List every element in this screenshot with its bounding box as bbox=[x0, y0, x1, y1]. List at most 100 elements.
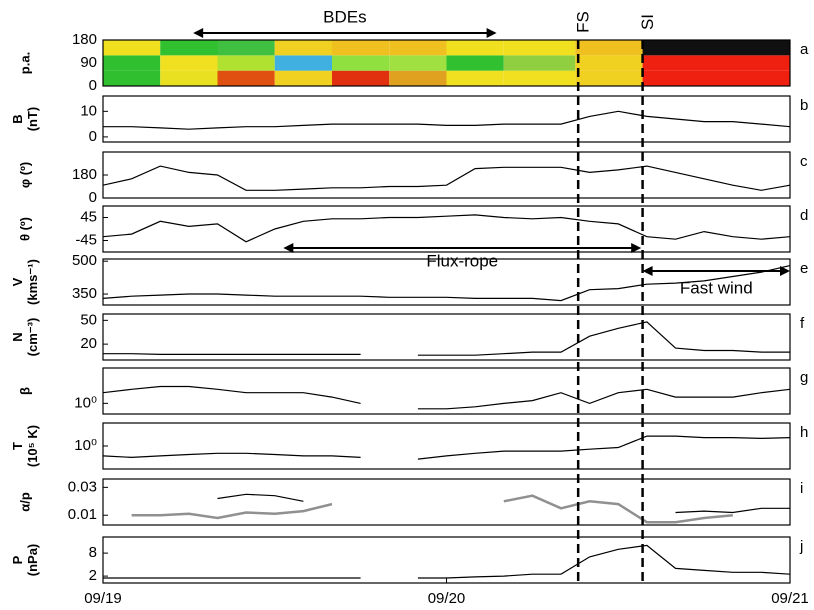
y-tick-label: 180 bbox=[72, 166, 97, 183]
heatmap-cell bbox=[160, 70, 218, 86]
panel-letter: f bbox=[800, 315, 805, 332]
y-axis-label: N bbox=[10, 332, 25, 341]
event-label: SI bbox=[638, 14, 657, 30]
annotation: Fast wind bbox=[680, 278, 753, 297]
y-axis-label: α/p bbox=[17, 492, 32, 512]
panel-frame bbox=[102, 422, 791, 470]
heatmap-cell bbox=[503, 70, 576, 86]
panel-letter: e bbox=[800, 260, 808, 277]
heatmap-cell bbox=[217, 70, 275, 86]
y-tick-label: 90 bbox=[80, 54, 97, 71]
series-line bbox=[102, 165, 791, 191]
y-axis-label: P bbox=[10, 555, 25, 564]
series-line bbox=[131, 494, 733, 524]
heatmap-cell bbox=[446, 40, 504, 56]
heatmap-cell bbox=[103, 55, 161, 71]
heatmap-cell bbox=[274, 40, 332, 56]
panel-frame bbox=[102, 205, 791, 253]
panel-frame bbox=[102, 478, 791, 526]
heatmap-cell bbox=[274, 55, 332, 71]
y-axis-label: φ (º) bbox=[17, 162, 32, 188]
panel-frame bbox=[102, 258, 791, 306]
heatmap-cell bbox=[217, 55, 275, 71]
y-tick-label: 10 bbox=[80, 102, 97, 119]
y-axis-label: V bbox=[10, 277, 25, 286]
heatmap-cell bbox=[217, 40, 275, 56]
panel-letter: d bbox=[800, 207, 808, 224]
series-line bbox=[102, 265, 791, 302]
y-axis-label: (nT) bbox=[25, 107, 40, 132]
y-tick-label: 45 bbox=[80, 208, 97, 225]
x-tick-label: 09/20 bbox=[428, 590, 466, 607]
panel-frame bbox=[102, 536, 791, 584]
panel-letter: h bbox=[800, 424, 808, 441]
heatmap-cell bbox=[575, 70, 643, 86]
y-tick-label: 0 bbox=[89, 128, 97, 145]
panel-letter: i bbox=[800, 480, 803, 497]
y-tick-label: 0.01 bbox=[68, 506, 97, 523]
panel-frame bbox=[102, 313, 791, 361]
heatmap-cell bbox=[274, 70, 332, 86]
y-tick-label: 0.03 bbox=[68, 478, 97, 495]
panel-letter: c bbox=[800, 153, 808, 170]
heatmap-cell bbox=[503, 40, 576, 56]
series-line bbox=[102, 385, 791, 410]
y-axis-label: (kms⁻¹) bbox=[25, 259, 40, 305]
y-axis-label: (nPa) bbox=[25, 544, 40, 577]
heatmap-cell bbox=[103, 40, 161, 56]
y-tick-label: 50 bbox=[80, 311, 97, 328]
y-axis-label: B bbox=[10, 114, 25, 123]
y-tick-label: 20 bbox=[80, 335, 97, 352]
panel-letter: a bbox=[800, 41, 809, 58]
heatmap-cell bbox=[575, 40, 643, 56]
x-tick-label: 09/19 bbox=[84, 590, 122, 607]
heatmap-cell bbox=[332, 40, 390, 56]
y-tick-label: 2 bbox=[89, 567, 97, 584]
y-tick-label: 8 bbox=[89, 544, 97, 561]
y-tick-label: 180 bbox=[72, 31, 97, 48]
series-line bbox=[102, 214, 791, 243]
series-line bbox=[102, 435, 791, 460]
y-axis-label: (cm⁻³) bbox=[25, 318, 40, 357]
series-line bbox=[103, 544, 791, 579]
panel-letter: j bbox=[799, 538, 803, 555]
heatmap-cell bbox=[332, 70, 390, 86]
heatmap-cell bbox=[103, 70, 161, 86]
heatmap-cell bbox=[389, 55, 447, 71]
panel-frame bbox=[102, 39, 791, 87]
heatmap-cell bbox=[160, 40, 218, 56]
heatmap-cell bbox=[446, 70, 504, 86]
y-tick-label: 10⁰ bbox=[74, 394, 97, 411]
y-axis-label: p.a. bbox=[17, 52, 32, 74]
y-axis-label: T bbox=[10, 442, 25, 450]
heatmap-cell bbox=[642, 55, 790, 71]
panel-letter: g bbox=[800, 369, 808, 386]
y-axis-label: θ (º) bbox=[17, 217, 32, 241]
heatmap-cell bbox=[503, 55, 576, 71]
y-tick-label: 500 bbox=[72, 252, 97, 269]
heatmap-cell bbox=[642, 40, 790, 56]
y-tick-label: 350 bbox=[72, 285, 97, 302]
heatmap-cell bbox=[446, 55, 504, 71]
series-line bbox=[217, 493, 790, 514]
heatmap-cell bbox=[332, 55, 390, 71]
heatmap-cell bbox=[575, 55, 643, 71]
y-tick-label: 0 bbox=[89, 189, 97, 206]
panel-frame bbox=[102, 151, 791, 199]
series-line bbox=[103, 110, 791, 130]
series-line bbox=[103, 321, 790, 356]
panel-frame bbox=[102, 367, 791, 415]
panel-letter: b bbox=[800, 97, 808, 114]
heatmap-cell bbox=[642, 70, 790, 86]
y-tick-label: 0 bbox=[89, 77, 97, 94]
y-axis-label: β bbox=[17, 387, 32, 395]
y-tick-label: 10⁰ bbox=[74, 437, 97, 454]
y-tick-label: -45 bbox=[75, 231, 97, 248]
annotation: BDEs bbox=[323, 7, 366, 26]
event-label: FS bbox=[574, 11, 593, 33]
heatmap-cell bbox=[160, 55, 218, 71]
panel-frame bbox=[102, 95, 791, 143]
heatmap-cell bbox=[389, 70, 447, 86]
